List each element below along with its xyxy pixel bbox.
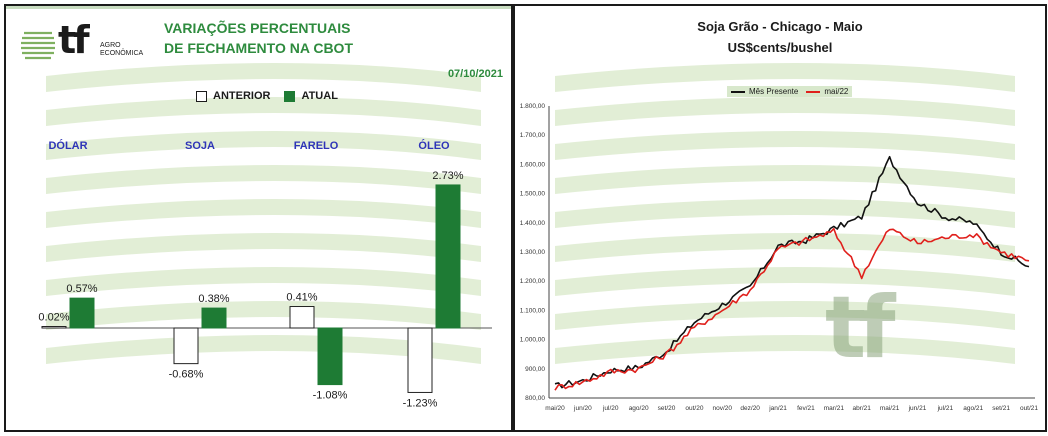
watermark-logo: tf <box>825 278 895 378</box>
background-band <box>555 131 1015 160</box>
legend-mes-presente-label: Mês Presente <box>749 87 799 96</box>
bar-legend: ANTERIOR ATUAL <box>196 90 338 102</box>
x-tick-label: abr/21 <box>852 405 871 412</box>
x-tick-label: set/20 <box>658 405 676 412</box>
data-label: -1.23% <box>403 397 438 409</box>
bar-atual <box>201 307 227 329</box>
x-tick-label: mai/20 <box>545 405 565 412</box>
logo-mark: tf <box>58 18 90 62</box>
y-tick-label: 1.300,00 <box>520 249 546 256</box>
background-band <box>555 97 1015 126</box>
y-tick-label: 800,00 <box>525 395 545 402</box>
legend-atual-label: ATUAL <box>301 90 338 102</box>
category-label-soja: SOJA <box>185 140 215 152</box>
x-tick-label: dez/20 <box>740 405 760 412</box>
chart-date: 07/10/2021 <box>447 68 503 80</box>
data-label: 0.41% <box>286 292 317 304</box>
background-band <box>46 301 481 330</box>
background-band <box>555 267 1015 296</box>
y-tick-label: 1.200,00 <box>520 278 546 285</box>
y-tick-label: 900,00 <box>525 366 545 373</box>
bar-atual <box>317 327 343 386</box>
category-label-oleo: ÓLEO <box>418 140 450 152</box>
company-logo: tf AGRO ECONÔMICA <box>20 18 143 68</box>
x-tick-label: jul/21 <box>937 405 954 412</box>
background-band <box>46 165 481 194</box>
y-tick-label: 1.000,00 <box>520 337 546 344</box>
y-tick-label: 1.100,00 <box>520 307 546 314</box>
x-tick-label: jun/21 <box>908 405 927 412</box>
legend-anterior-swatch <box>196 90 207 102</box>
background-band <box>555 199 1015 228</box>
line-mai22 <box>554 227 1030 391</box>
data-label: -1.08% <box>313 390 348 402</box>
background-band <box>555 165 1015 194</box>
x-tick-label: jan/21 <box>768 405 787 412</box>
bar-atual <box>435 184 461 329</box>
bar-anterior <box>173 327 199 365</box>
chart-title: VARIAÇÕES PERCENTUAIS DE FECHAMENTO NA C… <box>164 18 353 58</box>
bar-anterior <box>41 326 67 329</box>
background-band <box>46 267 481 296</box>
title-line2: DE FECHAMENTO NA CBOT <box>164 40 353 56</box>
background-band <box>555 63 1015 92</box>
line-chart: 800,00 900,00 1.000,00 1.100,00 1.200,00 1.30… <box>520 103 1039 412</box>
x-tick-label: nov/20 <box>713 405 733 412</box>
x-tick-label: ago/21 <box>963 405 983 412</box>
logo-subtitle: AGRO ECONÔMICA <box>100 42 143 58</box>
legend-mai22-swatch <box>806 90 821 93</box>
line-legend: Mês Presente mai/22 <box>727 86 853 97</box>
y-tick-label: 1.800,00 <box>520 103 546 110</box>
line-mes-presente <box>554 155 1030 389</box>
background-band <box>46 131 481 160</box>
title-line2: US$cents/bushel <box>727 40 833 55</box>
background-band <box>555 301 1015 330</box>
background-band <box>555 335 1015 364</box>
legend-mai22-label: mai/22 <box>824 87 849 96</box>
background-band <box>46 335 481 364</box>
top-strip <box>6 6 511 9</box>
y-tick-label: 1.700,00 <box>520 132 546 139</box>
background-band <box>46 199 481 228</box>
bar-atual <box>69 297 95 329</box>
legend-mes-presente-swatch <box>731 90 745 93</box>
background-waves <box>46 63 481 364</box>
y-tick-label: 1.500,00 <box>520 191 546 198</box>
x-tick-label: jul/20 <box>602 405 619 412</box>
category-label-dolar: DÓLAR <box>48 140 88 152</box>
bar-anterior <box>407 327 433 393</box>
x-tick-label: mar/21 <box>824 405 845 412</box>
bar-anterior <box>289 306 315 329</box>
x-tick-label: jun/20 <box>573 405 592 412</box>
logo-sub-line2: ECONÔMICA <box>100 50 144 57</box>
legend-anterior-label: ANTERIOR <box>213 90 271 102</box>
y-tick-label: 1.400,00 <box>520 220 546 227</box>
bar-chart: 0.02% -0.68% 0.41% -1.23% 0.57% 0.38% -1.08% 2.… <box>38 170 492 409</box>
category-label-farelo: FARELO <box>293 140 339 152</box>
data-label: 0.02% <box>38 312 69 324</box>
logo-sub-line1: AGRO <box>100 42 121 49</box>
x-tick-label: ago/20 <box>629 405 649 412</box>
x-tick-label: out/20 <box>685 405 703 412</box>
legend-atual-swatch <box>284 90 296 102</box>
data-label: 0.38% <box>198 293 229 305</box>
background-band <box>46 233 481 262</box>
data-label: 2.73% <box>432 170 463 182</box>
x-tick-label: set/21 <box>992 405 1010 412</box>
line-chart-title: Soja Grão - Chicago - Maio US$cents/bush… <box>515 16 1045 58</box>
data-label: 0.57% <box>66 283 97 295</box>
x-tick-label: mai/21 <box>880 405 900 412</box>
right-chart-panel: Soja Grão - Chicago - Maio US$cents/bush… <box>513 4 1047 432</box>
x-tick-label: fev/21 <box>797 405 815 412</box>
logo-stripes-icon <box>21 27 55 61</box>
y-tick-label: 1.600,00 <box>520 161 546 168</box>
title-line1: Soja Grão - Chicago - Maio <box>697 19 863 34</box>
background-band <box>46 97 481 126</box>
left-chart-panel: tf AGRO ECONÔMICA VARIAÇÕES PERCENTUAIS … <box>4 4 513 432</box>
data-label: -0.68% <box>169 369 204 381</box>
x-tick-label: out/21 <box>1020 405 1038 412</box>
title-line1: VARIAÇÕES PERCENTUAIS <box>164 20 351 36</box>
background-band <box>46 63 481 92</box>
